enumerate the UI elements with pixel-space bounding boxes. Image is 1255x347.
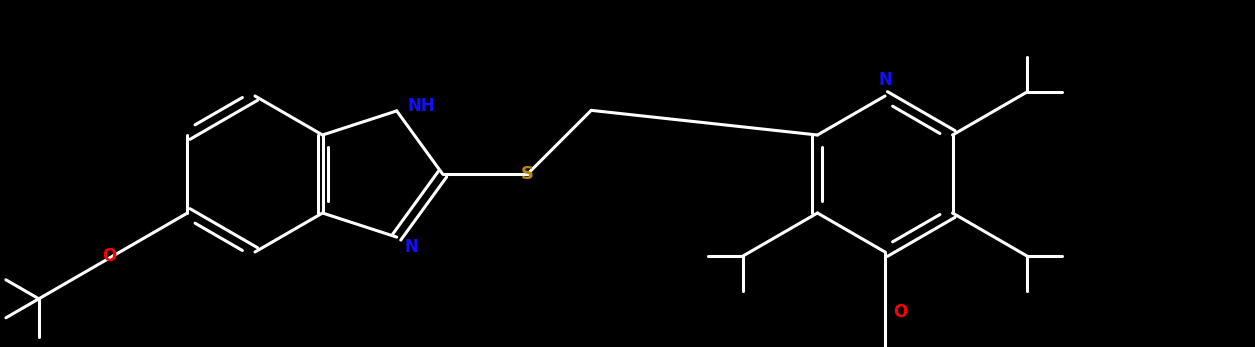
Text: S: S <box>521 165 535 183</box>
Text: N: N <box>405 238 419 256</box>
Text: N: N <box>878 71 892 89</box>
Text: NH: NH <box>408 97 435 115</box>
Text: O: O <box>102 247 117 265</box>
Text: O: O <box>892 303 907 321</box>
